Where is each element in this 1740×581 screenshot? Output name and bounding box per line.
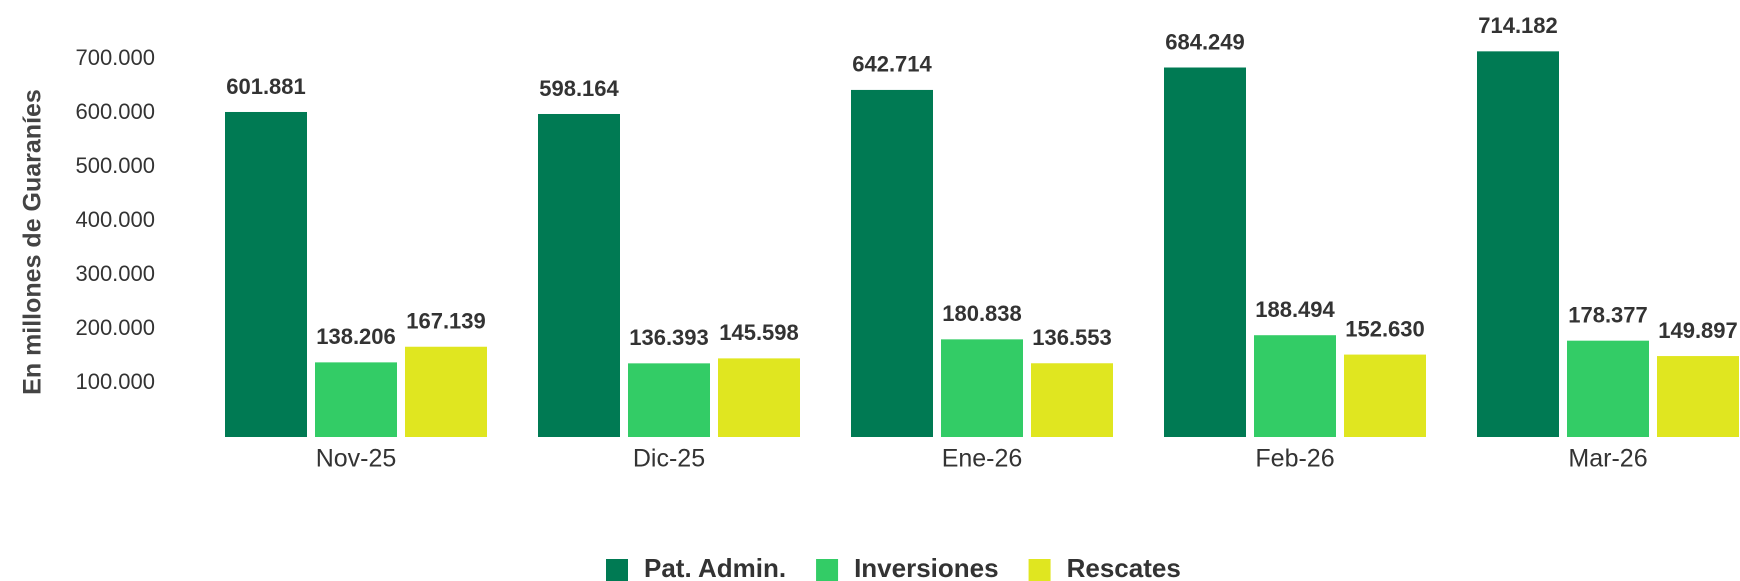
data-label: 167.139: [406, 309, 486, 334]
legend-swatch: [816, 559, 839, 581]
y-tick-label: 400.000: [75, 207, 155, 232]
x-tick-label: Mar-26: [1568, 445, 1647, 473]
x-tick-label: Ene-26: [942, 445, 1023, 473]
data-label: 188.494: [1255, 297, 1335, 322]
legend-swatch: [606, 559, 628, 581]
bar: [1164, 67, 1246, 437]
bar: [315, 362, 397, 437]
x-tick-label: Nov-25: [316, 445, 397, 473]
y-tick-label: 600.000: [75, 99, 155, 124]
y-tick-label: 700.000: [75, 45, 155, 70]
bar: [1657, 356, 1739, 437]
bar: [225, 111, 307, 438]
data-label: 149.897: [1658, 318, 1738, 343]
x-tick-label: Feb-26: [1255, 445, 1334, 473]
bar: [941, 339, 1023, 437]
legend-label: Pat. Admin.: [644, 553, 786, 581]
y-tick-label: 500.000: [75, 153, 155, 178]
data-label: 598.164: [539, 76, 619, 101]
legend-label: Rescates: [1067, 553, 1181, 581]
data-label: 145.598: [719, 320, 799, 345]
bar: [628, 363, 710, 437]
data-label: 684.249: [1165, 29, 1245, 54]
bar: [718, 358, 800, 437]
data-label: 136.553: [1032, 325, 1112, 350]
data-label: 601.881: [226, 74, 306, 99]
legend-swatch: [1028, 559, 1051, 581]
bar: [1031, 363, 1113, 437]
data-label: 138.206: [316, 324, 396, 349]
bar: [1344, 354, 1426, 437]
y-tick-label: 200.000: [75, 315, 155, 340]
y-tick-label: 300.000: [75, 261, 155, 286]
bar: [1254, 335, 1336, 437]
bar: [1477, 51, 1559, 437]
bar: [405, 346, 487, 437]
data-label: 136.393: [629, 325, 709, 350]
y-axis-label: En millones de Guaraníes: [19, 89, 47, 395]
bar: [1567, 340, 1649, 437]
data-label: 178.377: [1568, 302, 1648, 327]
bar: [538, 113, 620, 437]
legend-label: Inversiones: [854, 553, 999, 581]
data-label: 714.182: [1478, 13, 1558, 38]
x-tick-label: Dic-25: [633, 445, 705, 473]
y-tick-label: 100.000: [75, 369, 155, 394]
data-label: 152.630: [1345, 316, 1425, 341]
bar: [851, 89, 933, 437]
data-label: 642.714: [852, 52, 932, 77]
data-label: 180.838: [942, 301, 1022, 326]
